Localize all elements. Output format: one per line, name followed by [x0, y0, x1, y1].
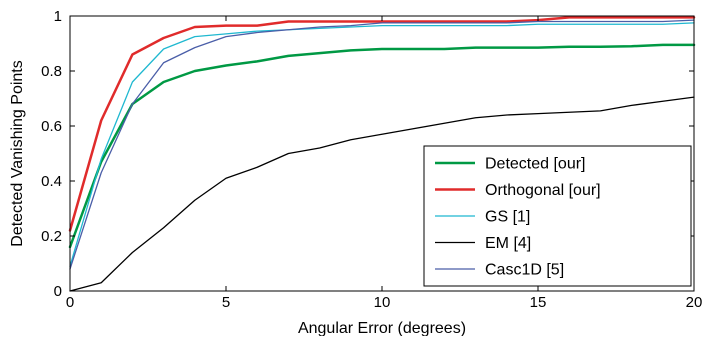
axis-tick-labels: 0 5 10 15 20 0 0.2 0.4 0.6 0.8 1: [41, 8, 702, 311]
series-line-2: [68, 16, 696, 232]
x-tick-label: 10: [374, 294, 391, 311]
series-line-3: [69, 22, 695, 267]
legend-label-2: Orthogonal [our]: [485, 182, 601, 199]
legend-label-4: EM [4]: [485, 235, 531, 252]
legend-label-5: Casc1D [5]: [485, 262, 564, 279]
x-tick-label: 15: [530, 294, 547, 311]
series-line-4: [69, 96, 695, 292]
y-tick-label: 0.4: [41, 173, 62, 190]
series-line-5: [69, 19, 695, 270]
x-tick-label: 20: [686, 294, 703, 311]
series-lines: [68, 16, 696, 292]
legend-label-1: Detected [our]: [485, 156, 586, 173]
x-axis-label: Angular Error (degrees): [298, 320, 466, 336]
y-tick-label: 0.6: [41, 118, 62, 135]
series-line-1: [68, 43, 696, 249]
x-tick-label: 5: [222, 294, 230, 311]
y-axis-label: Detected Vanishing Points: [9, 60, 26, 246]
legend-label-3: GS [1]: [485, 209, 530, 226]
y-tick-label: 0: [54, 283, 62, 300]
y-tick-label: 1: [54, 8, 62, 25]
legend: Detected [our] Orthogonal [our] GS [1] EM […: [423, 145, 692, 287]
y-tick-label: 0.8: [41, 63, 62, 80]
x-tick-label: 0: [66, 294, 74, 311]
y-tick-label: 0.2: [41, 228, 62, 245]
